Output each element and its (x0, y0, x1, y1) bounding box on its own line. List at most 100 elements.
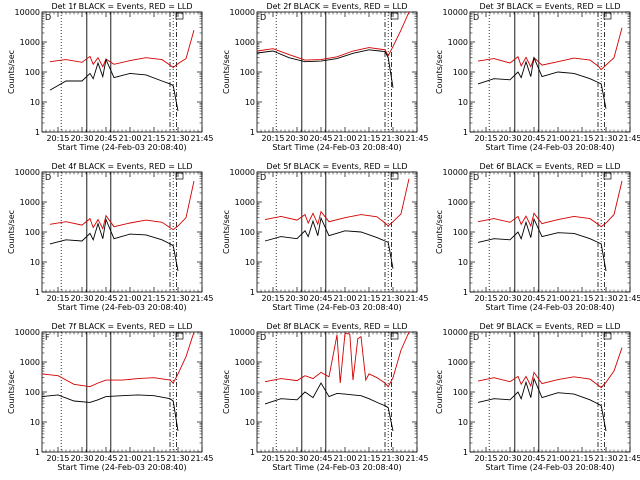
series-events-line (264, 216, 394, 269)
x-tick-label: 21:30 (166, 454, 189, 463)
x-tick-label: 21:30 (594, 294, 617, 303)
x-tick-label: 21:00 (546, 454, 569, 463)
panel-det-2: Det 2f BLACK = Events, RED = LLD 1 10 100 10… (222, 2, 429, 152)
x-tick-label: 21:30 (594, 134, 617, 143)
plot-frame (469, 171, 631, 293)
x-tick-label: 20:45 (309, 454, 332, 463)
x-tick-label: 21:15 (357, 134, 380, 143)
y-tick-label: 1 (463, 448, 468, 457)
x-tick-label: 21:45 (405, 134, 428, 143)
series-lld-line (264, 331, 410, 388)
x-tick-label: 21:00 (333, 454, 356, 463)
y-axis-label: Counts/sec (435, 50, 444, 94)
x-tick-label: 20:30 (70, 454, 93, 463)
x-tick-label: 20:15 (474, 134, 497, 143)
y-axis-label: Counts/sec (435, 210, 444, 254)
chart-title: Det 3f BLACK = Events, RED = LLD (479, 2, 620, 11)
x-tick-label: 20:15 (46, 294, 69, 303)
y-tick-label: 100 (25, 388, 40, 397)
panel-marker: F (45, 333, 50, 342)
x-axis-label: Start Time (24-Feb-03 20:08:40) (272, 463, 401, 472)
y-tick-label: 10000 (15, 168, 40, 177)
plot-frame (41, 11, 203, 133)
attenuator-glyph (603, 172, 612, 180)
x-tick-label: 20:30 (285, 454, 308, 463)
x-tick-label: 21:45 (190, 454, 213, 463)
y-tick-label: 100 (240, 68, 255, 77)
x-tick-label: 21:15 (570, 454, 593, 463)
series-events-line (264, 382, 394, 432)
y-tick-label: 100 (240, 388, 255, 397)
x-tick-label: 21:30 (594, 454, 617, 463)
y-tick-label: 10000 (443, 168, 468, 177)
series-lld-line (477, 27, 623, 71)
x-tick-label: 21:00 (333, 134, 356, 143)
x-tick-label: 21:45 (618, 294, 640, 303)
plot-frame (41, 171, 203, 293)
x-tick-label: 20:30 (70, 134, 93, 143)
plot-frame (41, 331, 203, 453)
x-tick-label: 20:15 (46, 134, 69, 143)
series-lld-line (41, 331, 195, 388)
x-tick-label: 20:45 (309, 294, 332, 303)
y-tick-label: 1000 (448, 358, 468, 367)
x-tick-label: 21:15 (357, 454, 380, 463)
panel-marker: D (45, 173, 51, 182)
attenuator-glyph (175, 172, 184, 180)
y-tick-label: 100 (453, 228, 468, 237)
y-tick-label: 1 (35, 448, 40, 457)
x-tick-label: 20:45 (522, 294, 545, 303)
y-tick-label: 1000 (235, 38, 255, 47)
x-tick-label: 21:15 (570, 134, 593, 143)
panel-det-1: Det 1f BLACK = Events, RED = LLD 1 10 100 10… (7, 2, 214, 152)
plot-frame (256, 331, 418, 453)
y-tick-label: 10 (458, 418, 468, 427)
x-tick-label: 20:30 (498, 454, 521, 463)
y-tick-label: 10000 (230, 8, 255, 17)
y-tick-label: 10000 (15, 328, 40, 337)
chart-title: Det 5f BLACK = Events, RED = LLD (266, 162, 407, 171)
y-tick-label: 1000 (235, 198, 255, 207)
x-axis-label: Start Time (24-Feb-03 20:08:40) (485, 143, 614, 152)
panel-det-5: Det 5f BLACK = Events, RED = LLD 1 10 100 10… (222, 162, 429, 312)
y-tick-label: 1 (250, 448, 255, 457)
panel-marker: D (45, 13, 51, 22)
y-tick-label: 1 (35, 128, 40, 137)
y-tick-label: 10 (458, 98, 468, 107)
panel-det-4: Det 4f BLACK = Events, RED = LLD 1 10 100 10… (7, 162, 214, 312)
y-axis-label: Counts/sec (7, 50, 16, 94)
panel-det-9: Det 9f BLACK = Events, RED = LLD 1 10 100 10… (435, 322, 640, 472)
x-tick-label: 20:45 (94, 294, 117, 303)
y-tick-label: 100 (453, 388, 468, 397)
series-events-line (49, 217, 179, 272)
y-tick-label: 10 (458, 258, 468, 267)
y-tick-label: 10000 (15, 8, 40, 17)
y-tick-label: 1 (250, 128, 255, 137)
x-tick-label: 21:00 (118, 454, 141, 463)
panel-det-7: Det 7f BLACK = Events, RED = LLD 1 10 100 10… (7, 322, 214, 472)
attenuator-glyph (390, 12, 399, 20)
plot-frame (256, 11, 418, 133)
x-tick-label: 20:30 (498, 294, 521, 303)
x-tick-label: 21:30 (381, 454, 404, 463)
x-tick-label: 20:15 (474, 454, 497, 463)
x-tick-label: 20:30 (285, 134, 308, 143)
x-tick-label: 21:15 (142, 454, 165, 463)
series-lld-line (264, 178, 410, 227)
x-axis-label: Start Time (24-Feb-03 20:08:40) (272, 303, 401, 312)
y-tick-label: 10 (245, 258, 255, 267)
series-lld-line (256, 11, 410, 61)
x-tick-label: 21:00 (333, 294, 356, 303)
y-tick-label: 1000 (448, 38, 468, 47)
attenuator-glyph (175, 332, 184, 340)
panel-det-8: Det 8f BLACK = Events, RED = LLD 1 10 100 10… (222, 322, 429, 472)
series-lld-line (49, 29, 195, 69)
y-tick-label: 10000 (443, 8, 468, 17)
panel-marker: D (473, 333, 479, 342)
x-tick-label: 21:45 (190, 294, 213, 303)
x-tick-label: 21:30 (381, 294, 404, 303)
plot-frame (469, 331, 631, 453)
x-tick-label: 20:30 (498, 134, 521, 143)
attenuator-glyph (603, 12, 612, 20)
y-tick-label: 10000 (443, 328, 468, 337)
